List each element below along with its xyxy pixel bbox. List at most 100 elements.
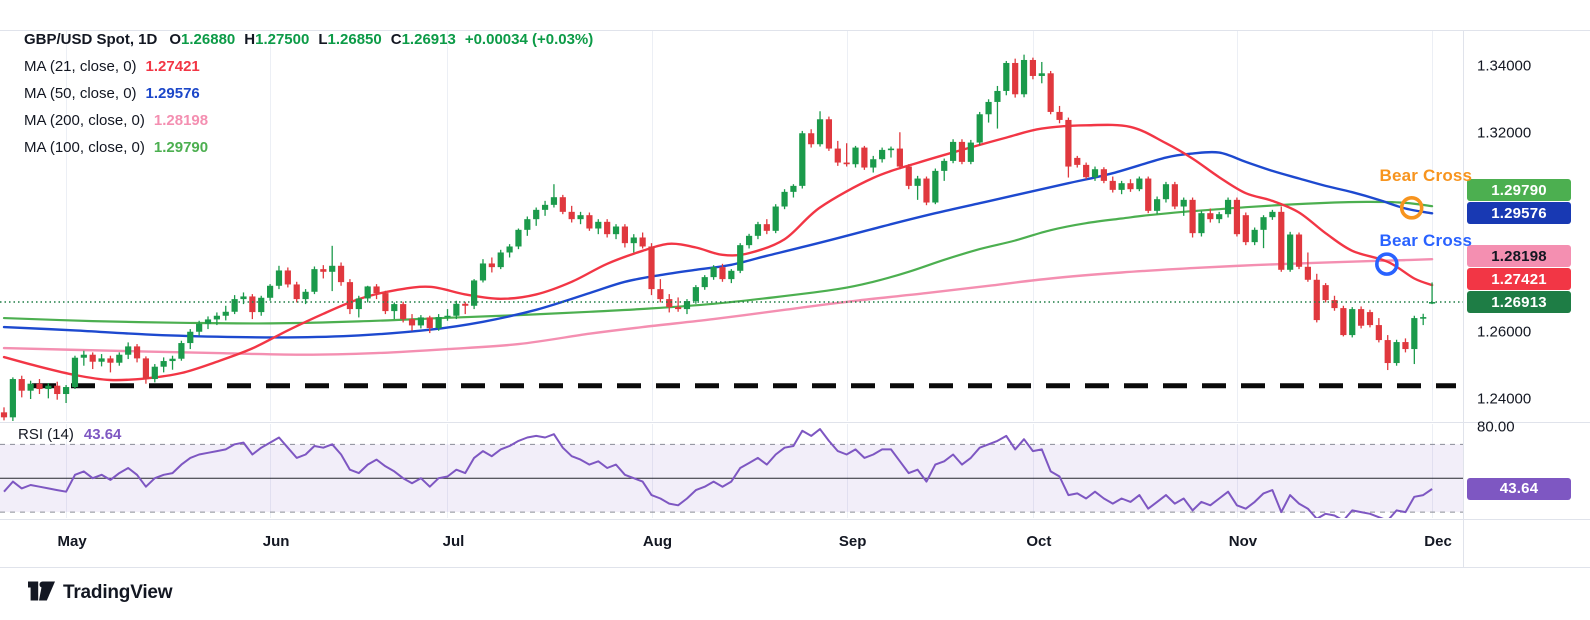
candle bbox=[382, 293, 389, 312]
bear-cross-circle bbox=[1399, 196, 1424, 220]
candle bbox=[985, 101, 992, 115]
candle bbox=[941, 160, 948, 171]
candle bbox=[745, 235, 753, 246]
tradingview-attribution[interactable]: TradingView bbox=[28, 580, 173, 606]
candle bbox=[1047, 73, 1054, 112]
ma-line-ma100 bbox=[2, 200, 1434, 325]
candle bbox=[18, 379, 25, 391]
candle bbox=[577, 215, 584, 220]
candle bbox=[196, 323, 203, 332]
candle bbox=[737, 245, 744, 271]
candle bbox=[1056, 111, 1063, 120]
candle bbox=[125, 346, 132, 355]
time-axis-label-sep: Sep bbox=[838, 533, 867, 550]
candle bbox=[657, 289, 664, 300]
candle bbox=[896, 148, 903, 167]
time-axis-label-jun: Jun bbox=[262, 533, 290, 550]
rsi-line bbox=[3, 428, 1433, 518]
candle bbox=[1162, 184, 1170, 200]
candle bbox=[1233, 199, 1241, 235]
candle bbox=[887, 148, 895, 151]
candle bbox=[417, 317, 424, 326]
price-badge: 1.26913 bbox=[1467, 291, 1571, 313]
candle bbox=[1402, 342, 1409, 350]
candle bbox=[666, 299, 673, 308]
candle bbox=[541, 204, 549, 210]
candle bbox=[302, 291, 309, 300]
candle bbox=[444, 315, 451, 318]
time-axis-label-aug: Aug bbox=[642, 533, 673, 550]
candle bbox=[471, 280, 478, 306]
candle bbox=[107, 358, 114, 363]
candle bbox=[373, 286, 380, 294]
candle bbox=[1260, 217, 1267, 230]
candle bbox=[293, 284, 300, 300]
candle bbox=[346, 282, 354, 310]
candle bbox=[1393, 342, 1400, 364]
candle bbox=[1428, 302, 1436, 304]
candle bbox=[1029, 59, 1037, 76]
candle bbox=[391, 304, 398, 312]
candle bbox=[825, 119, 833, 149]
candle bbox=[204, 319, 212, 324]
candle bbox=[1216, 214, 1223, 220]
time-axis-label-dec: Dec bbox=[1424, 533, 1452, 550]
candle bbox=[524, 219, 531, 230]
candle bbox=[834, 148, 841, 163]
candle bbox=[1331, 300, 1338, 309]
candle bbox=[675, 307, 682, 310]
candle bbox=[479, 263, 487, 281]
candle bbox=[400, 304, 407, 320]
time-axis[interactable]: May Jun Jul Aug Sep Oct Nov Dec bbox=[0, 519, 1464, 567]
candle bbox=[949, 141, 957, 161]
candle bbox=[905, 166, 912, 186]
candle bbox=[1136, 178, 1143, 190]
candle bbox=[1038, 73, 1045, 76]
candle bbox=[1411, 318, 1418, 350]
candle bbox=[1278, 211, 1285, 270]
candle bbox=[258, 297, 265, 313]
candle bbox=[1109, 180, 1116, 190]
price-badge: 1.29790 bbox=[1467, 179, 1571, 202]
candle bbox=[98, 358, 105, 362]
candle bbox=[861, 147, 868, 168]
price-axis-label: 1.26000 bbox=[1477, 323, 1532, 341]
candle bbox=[267, 285, 274, 298]
price-axis-label: 1.24000 bbox=[1477, 390, 1532, 408]
candle bbox=[515, 229, 522, 247]
candle bbox=[790, 185, 797, 192]
candle bbox=[337, 265, 345, 283]
candle bbox=[772, 206, 779, 231]
candle bbox=[923, 178, 930, 203]
rsi-value-badge: 43.64 bbox=[1467, 477, 1571, 500]
price-badge: 1.29576 bbox=[1467, 202, 1571, 225]
ma-line-ma200 bbox=[2, 258, 1434, 356]
candle bbox=[1189, 199, 1196, 234]
candle bbox=[187, 331, 194, 344]
ma-line-ma50 bbox=[2, 150, 1434, 339]
candle bbox=[701, 277, 708, 288]
candle bbox=[1180, 199, 1187, 207]
candle bbox=[648, 246, 655, 290]
candle bbox=[249, 296, 256, 313]
candle bbox=[604, 221, 611, 235]
candle bbox=[1003, 62, 1010, 91]
rsi-axis-label: 80.00 bbox=[1477, 418, 1515, 436]
candle bbox=[80, 354, 87, 358]
candle bbox=[178, 343, 185, 359]
pane-separators bbox=[0, 30, 1590, 568]
candle bbox=[1313, 279, 1320, 321]
candle bbox=[364, 286, 371, 299]
candle bbox=[27, 383, 34, 391]
candle bbox=[231, 299, 238, 312]
candles bbox=[0, 54, 1436, 421]
candle bbox=[914, 178, 921, 186]
candle bbox=[550, 197, 558, 205]
candle bbox=[843, 162, 850, 165]
price-axis[interactable]: 1.34000 1.32000 1.26000 1.24000 80.00 1.29790… bbox=[1464, 30, 1590, 567]
candle bbox=[1384, 340, 1391, 364]
candle bbox=[142, 358, 150, 380]
candle bbox=[1242, 215, 1249, 243]
